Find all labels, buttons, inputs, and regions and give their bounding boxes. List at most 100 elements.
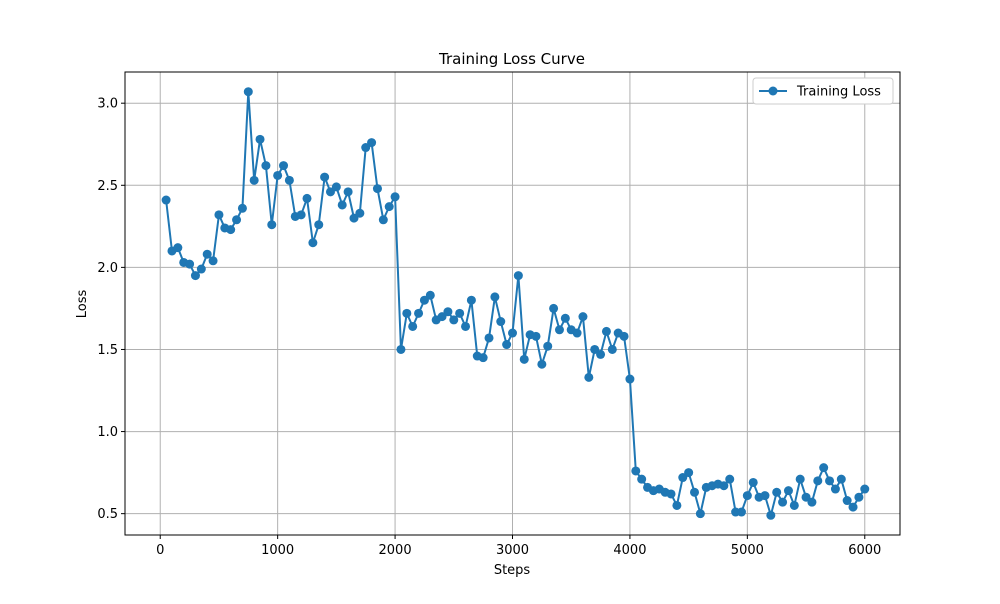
data-point — [296, 210, 306, 220]
data-point — [484, 333, 494, 343]
x-tick-label: 3000 — [496, 543, 529, 558]
data-point — [860, 484, 870, 494]
data-point — [854, 492, 864, 502]
data-point — [367, 138, 377, 148]
y-tick-label: 3.0 — [97, 97, 118, 112]
data-point — [625, 374, 635, 384]
x-axis-label: Steps — [494, 563, 531, 578]
data-point — [302, 193, 312, 203]
data-point — [408, 321, 418, 331]
data-point — [513, 271, 523, 281]
data-point — [185, 259, 195, 269]
axes: 0 1000 2000 3000 4000 5000 6000 0.5 1.0 1.5 2.0 2.5… — [97, 97, 881, 558]
y-axis-label: Loss — [75, 290, 90, 319]
data-point — [519, 354, 529, 364]
y-tick-label: 1.0 — [97, 425, 118, 440]
data-point — [478, 353, 488, 363]
data-point — [308, 238, 318, 248]
y-tick-label: 1.5 — [97, 343, 118, 358]
data-point — [578, 312, 588, 322]
data-point — [848, 502, 858, 512]
data-point — [742, 491, 752, 501]
data-point — [419, 295, 429, 305]
data-point — [543, 341, 553, 351]
data-point — [766, 510, 776, 520]
data-point — [813, 476, 823, 486]
data-point — [355, 208, 365, 218]
data-point — [237, 203, 247, 213]
data-point — [819, 463, 829, 473]
data-point — [384, 202, 394, 212]
data-point — [425, 290, 435, 300]
data-point — [590, 344, 600, 354]
data-point — [396, 344, 406, 354]
data-point — [631, 466, 641, 476]
data-point — [830, 484, 840, 494]
data-point — [836, 474, 846, 484]
legend: Training Loss — [752, 77, 894, 105]
data-point — [607, 344, 617, 354]
data-point — [748, 477, 758, 487]
x-tick-label: 6000 — [848, 543, 881, 558]
data-point — [337, 200, 347, 210]
data-point — [343, 187, 353, 197]
data-point — [601, 326, 611, 336]
data-point — [232, 215, 242, 225]
data-point — [695, 509, 705, 519]
data-point — [842, 496, 852, 506]
data-point — [549, 303, 559, 313]
x-tick-label: 0 — [156, 543, 164, 558]
data-point — [173, 243, 183, 253]
data-point — [466, 295, 476, 305]
data-point — [490, 292, 500, 302]
data-point — [508, 328, 517, 338]
data-point — [719, 481, 729, 491]
data-point — [255, 134, 265, 144]
x-tick-label: 1000 — [261, 543, 294, 558]
data-point — [284, 175, 294, 185]
data-point — [320, 172, 330, 182]
data-point — [402, 308, 412, 318]
data-point — [807, 497, 817, 507]
data-point — [672, 500, 682, 510]
data-point — [560, 313, 570, 323]
y-tick-label: 2.0 — [97, 261, 118, 276]
data-point — [161, 195, 171, 205]
data-point — [443, 307, 453, 317]
data-point — [619, 331, 629, 341]
data-point — [414, 308, 424, 318]
data-point — [243, 87, 253, 97]
data-point — [678, 473, 688, 483]
data-point — [372, 184, 382, 194]
data-point — [596, 349, 606, 359]
data-point — [226, 225, 236, 235]
data-point — [378, 215, 388, 225]
y-tick-label: 2.5 — [97, 179, 118, 194]
data-point — [208, 256, 218, 266]
data-point — [196, 264, 206, 274]
series-layer — [161, 87, 870, 520]
data-point — [736, 507, 746, 517]
x-tick-label: 2000 — [379, 543, 412, 558]
data-point — [449, 315, 459, 325]
data-point — [795, 474, 805, 484]
data-point — [554, 325, 564, 335]
data-point — [267, 220, 277, 230]
data-point — [725, 474, 735, 484]
data-point — [249, 175, 259, 185]
data-point — [496, 317, 506, 327]
data-point — [684, 468, 694, 478]
data-point — [637, 474, 647, 484]
data-point — [314, 220, 324, 230]
data-point — [190, 271, 200, 281]
data-point — [572, 328, 582, 338]
data-point — [690, 487, 700, 497]
data-point — [202, 249, 212, 259]
data-point — [455, 308, 465, 318]
x-tick-label: 5000 — [731, 543, 764, 558]
legend-label: Training Loss — [796, 85, 881, 100]
legend-marker-swatch — [768, 86, 778, 96]
legend-box — [752, 77, 894, 105]
data-point — [531, 331, 541, 341]
